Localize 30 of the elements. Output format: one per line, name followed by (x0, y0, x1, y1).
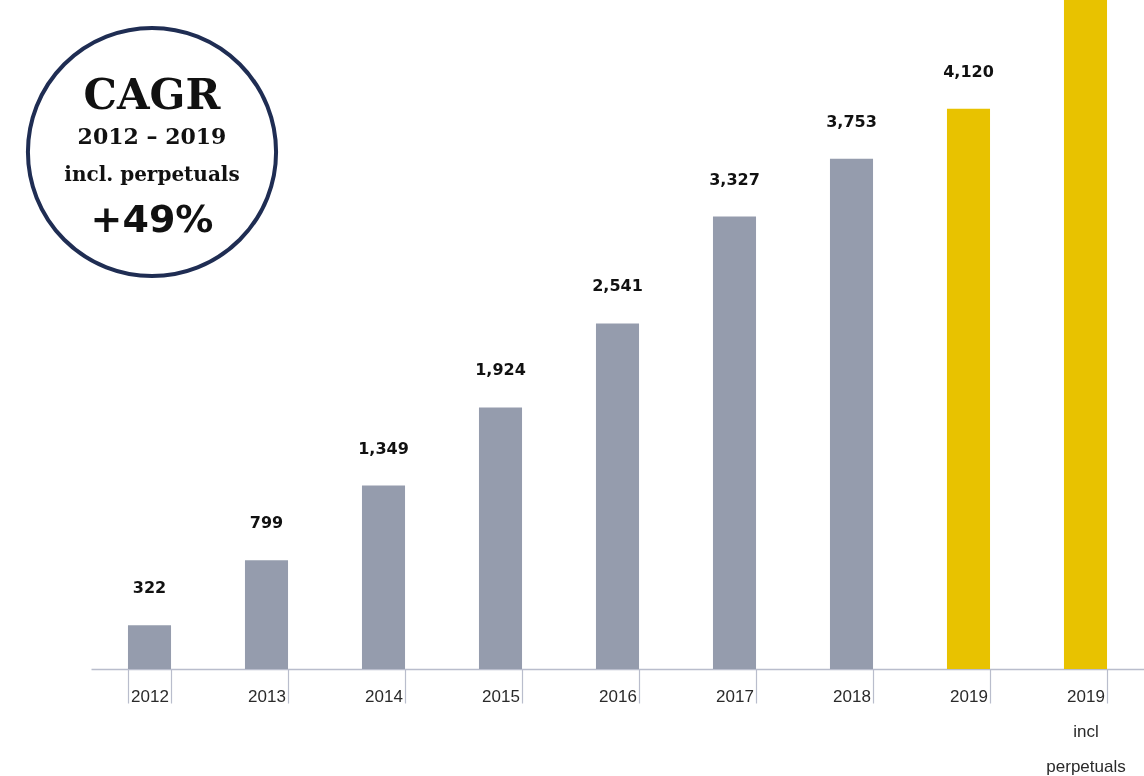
bar (361, 485, 406, 669)
data-label: 799 (249, 513, 284, 533)
annotation: 2012 – 2019 (77, 123, 227, 149)
bar (127, 625, 172, 669)
bar (946, 108, 991, 669)
annotation: incl. perpetuals (64, 162, 240, 186)
x-tick-label: 2015 (482, 686, 520, 706)
data-label: 4,120 (943, 61, 994, 81)
annotation: +49% (90, 197, 214, 241)
bar (478, 407, 523, 669)
data-label: 1,924 (475, 360, 526, 380)
bar (595, 323, 640, 669)
x-tick-label: 2014 (365, 686, 403, 706)
x-tick-label: 2017 (716, 686, 754, 706)
annotation: CAGR (83, 70, 222, 119)
x-tick-label: 2019 incl perpetuals (1046, 686, 1126, 776)
data-label: 3,753 (826, 111, 877, 131)
x-tick-label: 2018 (833, 686, 871, 706)
data-label: 1,349 (358, 438, 409, 458)
x-tick-label: 2012 (131, 686, 169, 706)
bar (1063, 0, 1108, 669)
bar (829, 158, 874, 669)
data-label: 2,541 (592, 276, 643, 296)
x-tick-label: 2016 (599, 686, 637, 706)
data-label: 3,327 (709, 169, 760, 189)
data-label: 322 (132, 578, 167, 598)
bar (712, 216, 757, 669)
bar (244, 560, 289, 669)
x-tick-label: 2019 (950, 686, 988, 706)
x-tick-label: 2013 (248, 686, 286, 706)
